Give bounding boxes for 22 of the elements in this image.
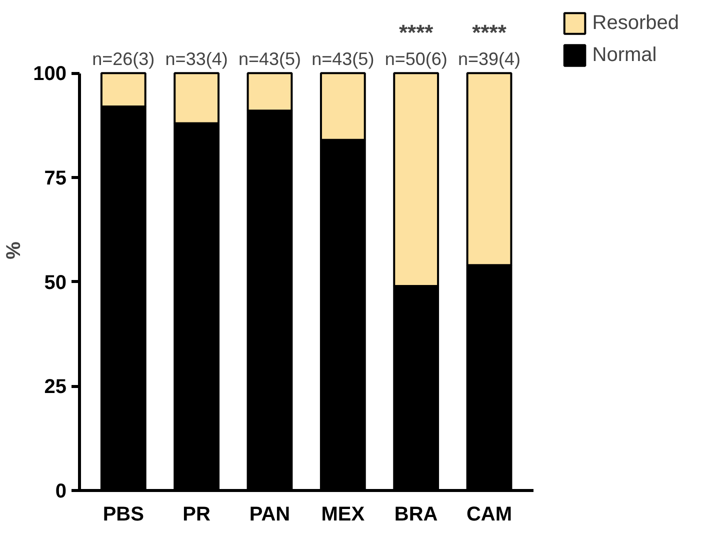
annotation: **** — [398, 20, 434, 46]
x-tick-label: BRA — [394, 504, 438, 526]
y-tick-label: 75 — [44, 167, 67, 190]
x-tick-label: MEX — [321, 504, 366, 526]
annotation: n=43(5) — [312, 49, 374, 70]
y-axis-title: % — [3, 241, 26, 260]
annotation: n=39(4) — [458, 49, 521, 70]
y-tick-label: 0 — [55, 480, 66, 502]
legend-label: Resorbed — [592, 12, 679, 34]
x-tick-label: PR — [182, 504, 212, 526]
annotation: n=26(3) — [92, 49, 155, 70]
x-tick-label: PAN — [249, 504, 290, 526]
y-tick-label: 25 — [44, 376, 67, 398]
x-tick-label: CAM — [466, 504, 512, 526]
y-tick-label: 50 — [44, 272, 67, 294]
annotation: n=43(5) — [238, 49, 302, 70]
annotation: n=50(6) — [384, 49, 448, 70]
y-tick-label: 100 — [33, 63, 67, 86]
legend-label: Normal — [592, 44, 657, 66]
annotation: n=33(4) — [165, 49, 228, 70]
x-tick-label: PBS — [102, 504, 144, 526]
annotation: **** — [472, 20, 507, 46]
